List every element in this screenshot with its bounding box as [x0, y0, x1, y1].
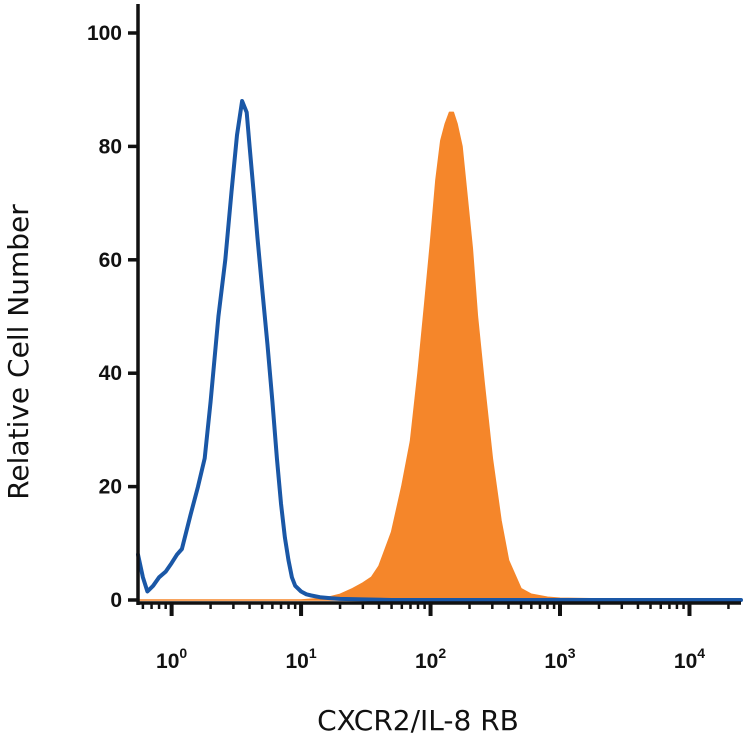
plot-area — [136, 99, 743, 602]
y-ticks: 0 20 40 60 80 100 — [87, 22, 138, 612]
x-ticks: 100 101 102 103 104 — [141, 602, 730, 673]
x-axis-title: CXCR2/IL-8 RB — [317, 704, 519, 737]
y-tick-label: 20 — [99, 476, 122, 499]
series-outline-histogram — [136, 99, 743, 602]
y-tick-label: 0 — [110, 589, 122, 612]
y-tick-label: 100 — [87, 22, 122, 45]
axes — [136, 4, 741, 605]
y-axis-title: Relative Cell Number — [2, 204, 35, 500]
y-tick-label: 60 — [99, 249, 122, 272]
y-tick-label: 40 — [99, 362, 122, 385]
x-tick-label: 100 — [156, 645, 187, 673]
x-tick-label: 104 — [674, 645, 705, 673]
x-tick-label: 103 — [544, 645, 575, 673]
x-tick-label: 102 — [415, 645, 446, 673]
series-filled-histogram — [137, 111, 742, 601]
y-tick-label: 80 — [99, 135, 122, 158]
x-tick-label: 101 — [286, 645, 317, 673]
